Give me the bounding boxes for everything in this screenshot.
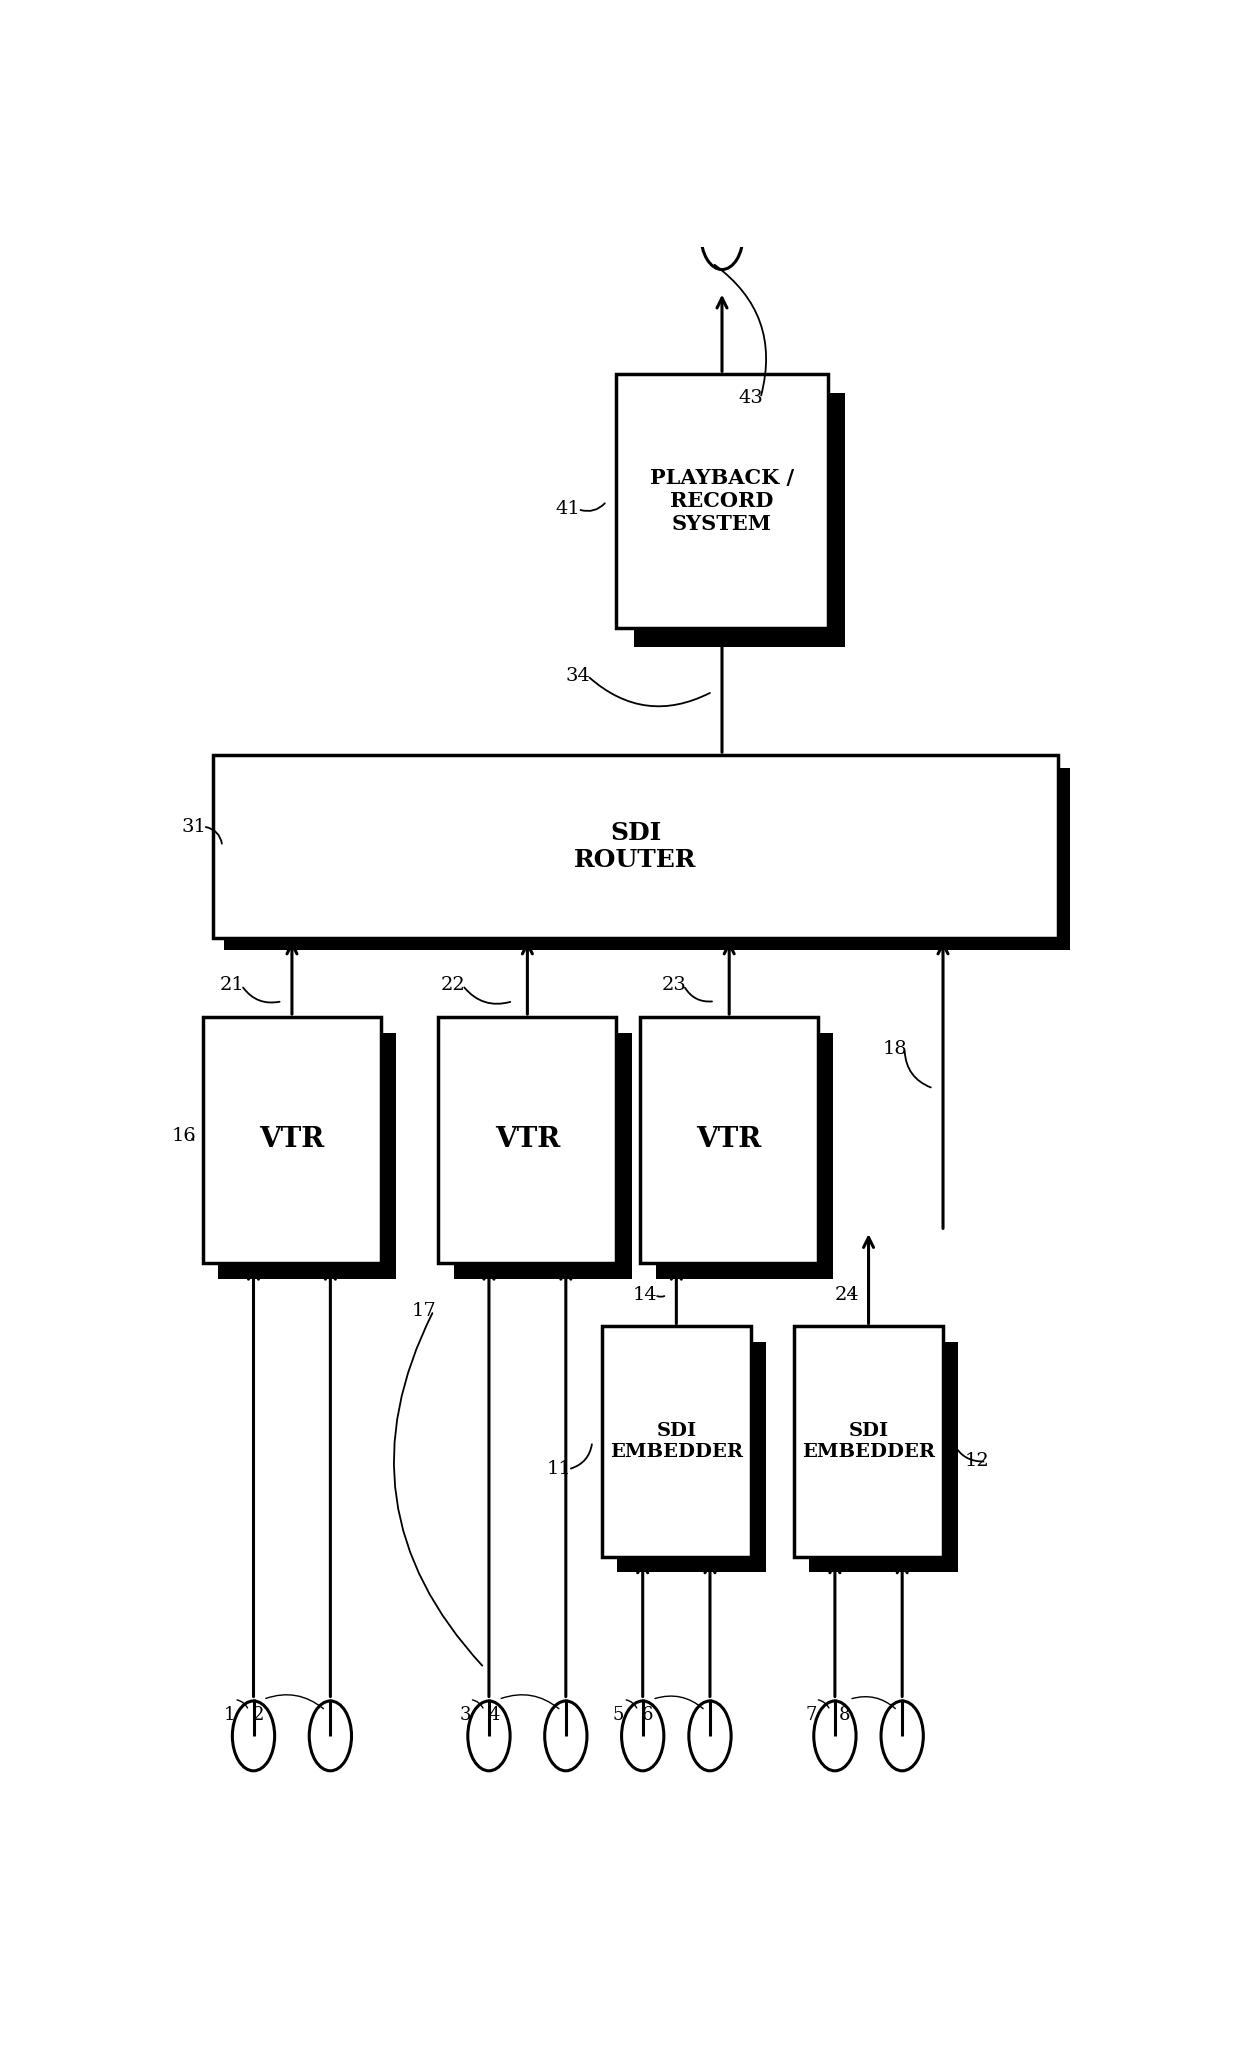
Text: 8: 8 <box>838 1707 851 1725</box>
Bar <box>454 1033 631 1278</box>
Text: 21: 21 <box>219 977 244 993</box>
Text: 2: 2 <box>253 1707 264 1725</box>
Text: 5: 5 <box>613 1707 625 1725</box>
Bar <box>634 394 844 647</box>
Text: 31: 31 <box>181 818 206 835</box>
Bar <box>656 1033 833 1278</box>
Text: 24: 24 <box>835 1286 859 1305</box>
Text: SDI
EMBEDDER: SDI EMBEDDER <box>610 1422 743 1461</box>
Text: 14: 14 <box>632 1286 657 1305</box>
Text: 23: 23 <box>661 977 687 993</box>
Bar <box>616 375 828 629</box>
Text: VTR: VTR <box>697 1127 761 1154</box>
Text: SDI
ROUTER: SDI ROUTER <box>574 820 697 872</box>
Text: 11: 11 <box>547 1461 570 1478</box>
Bar <box>810 1342 959 1573</box>
Bar <box>213 754 1058 938</box>
Text: SDI
EMBEDDER: SDI EMBEDDER <box>802 1422 935 1461</box>
Text: 7: 7 <box>805 1707 817 1725</box>
Text: PLAYBACK /
RECORD
SYSTEM: PLAYBACK / RECORD SYSTEM <box>650 468 794 534</box>
Text: 18: 18 <box>883 1039 908 1057</box>
Text: 12: 12 <box>965 1453 990 1469</box>
Bar <box>203 1016 381 1263</box>
Text: 6: 6 <box>642 1707 653 1725</box>
Text: 17: 17 <box>412 1303 436 1319</box>
Text: VTR: VTR <box>495 1127 560 1154</box>
Text: 3: 3 <box>459 1707 471 1725</box>
Bar <box>640 1016 818 1263</box>
Bar <box>218 1033 397 1278</box>
Bar <box>794 1327 944 1556</box>
Bar <box>618 1342 766 1573</box>
Text: 43: 43 <box>738 390 764 408</box>
Text: 1: 1 <box>223 1707 236 1725</box>
Bar <box>224 769 1070 950</box>
Bar <box>601 1327 750 1556</box>
Text: VTR: VTR <box>259 1127 325 1154</box>
Text: 16: 16 <box>171 1127 196 1146</box>
Text: 34: 34 <box>565 668 590 684</box>
Text: 41: 41 <box>556 501 580 517</box>
Text: 4: 4 <box>489 1707 500 1725</box>
Text: 22: 22 <box>440 977 465 993</box>
Bar <box>439 1016 616 1263</box>
